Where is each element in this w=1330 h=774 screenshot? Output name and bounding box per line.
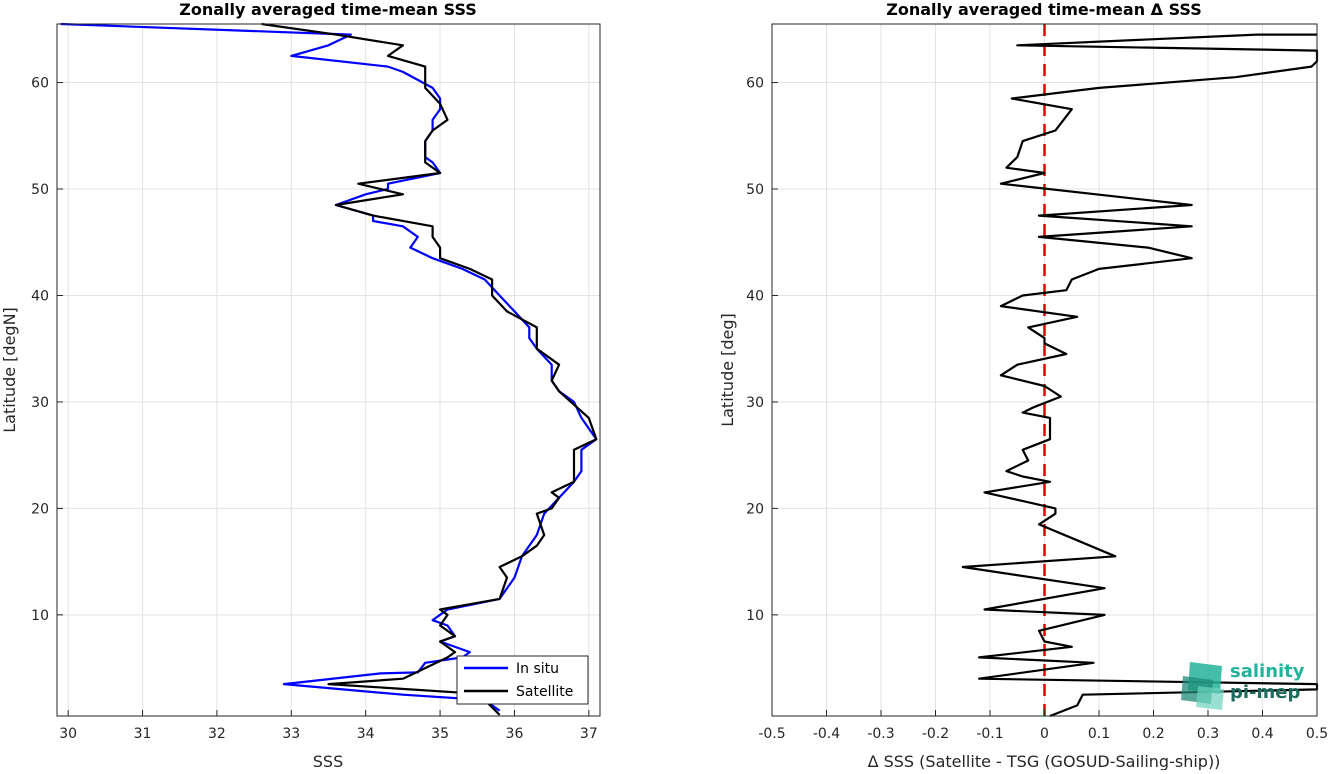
plot-area-left (57, 24, 600, 716)
y-tick-label: 10 (746, 608, 764, 624)
y-tick-label: 20 (746, 501, 764, 517)
x-tick-label: 0 (1040, 726, 1049, 742)
legend-box (456, 655, 589, 705)
x-tick-label: 37 (580, 726, 598, 742)
y-axis-label-left: Latitude [degN] (0, 307, 19, 433)
legend-label-satellite: Satellite (516, 684, 573, 700)
x-tick-label: 36 (506, 726, 524, 742)
logo-text-salinity: salinity (1230, 661, 1305, 682)
legend: In situ Satellite (456, 655, 589, 705)
x-tick-label: -0.2 (922, 726, 949, 742)
axes-box-left (56, 23, 601, 717)
ticks-left: 30 31 32 33 34 35 36 37 10 20 30 40 50 60 (31, 76, 598, 742)
logo-mark-icon (1181, 662, 1224, 710)
x-tick-label: 30 (59, 726, 77, 742)
y-tick-label: 60 (746, 76, 764, 92)
series-group-left (60, 22, 598, 716)
x-tick-label: 34 (357, 726, 375, 742)
grid-left (57, 24, 600, 716)
series-line-delta-sss (961, 33, 1319, 718)
y-tick-label: 40 (31, 288, 49, 304)
y-tick-label: 50 (31, 182, 49, 198)
x-tick-label: -0.1 (976, 726, 1003, 742)
y-tick-label: 30 (31, 395, 49, 411)
salinity-pi-mep-logo: salinity pi-mep (1181, 661, 1305, 710)
chart-left: 30 31 32 33 34 35 36 37 10 20 30 40 50 60 Zonally ave… (0, 0, 601, 771)
x-tick-label: 35 (431, 726, 449, 742)
y-tick-label: 50 (746, 182, 764, 198)
x-tick-label: 31 (134, 726, 152, 742)
x-tick-label: 32 (208, 726, 226, 742)
y-tick-label: 40 (746, 288, 764, 304)
y-tick-label: 20 (31, 501, 49, 517)
x-tick-label: 0.5 (1306, 726, 1328, 742)
y-tick-label: 10 (31, 608, 49, 624)
y-tick-label: 60 (31, 76, 49, 92)
x-axis-label-left: SSS (313, 752, 343, 770)
chart-title-left: Zonally averaged time-mean SSS (179, 0, 477, 19)
logo-text-pi-mep: pi-mep (1230, 682, 1300, 703)
x-tick-label: 33 (282, 726, 300, 742)
x-tick-label: 0.1 (1088, 726, 1110, 742)
chart-right: -0.5 -0.4 -0.3 -0.2 -0.1 0 0.1 0.2 0.3 0.4 0.5 10 20… (718, 0, 1328, 771)
y-tick-label: 30 (746, 395, 764, 411)
series-line-satellite (261, 22, 598, 716)
x-tick-label: -0.3 (867, 726, 894, 742)
x-axis-label-right: Δ SSS (Satellite - TSG (GOSUD-Sailing-sh… (868, 752, 1221, 770)
y-axis-label-right: Latitude [deg] (718, 313, 737, 427)
x-tick-label: 0.2 (1142, 726, 1164, 742)
x-tick-label: -0.5 (758, 726, 785, 742)
ticks-right: -0.5 -0.4 -0.3 -0.2 -0.1 0 0.1 0.2 0.3 0.4 0.5 10 20… (746, 76, 1328, 742)
legend-label-in-situ: In situ (516, 661, 559, 677)
x-tick-label: 0.4 (1251, 726, 1273, 742)
x-tick-label: 0.3 (1197, 726, 1219, 742)
series-group-right (961, 33, 1319, 718)
x-tick-label: -0.4 (813, 726, 840, 742)
chart-title-right: Zonally averaged time-mean Δ SSS (886, 0, 1202, 19)
